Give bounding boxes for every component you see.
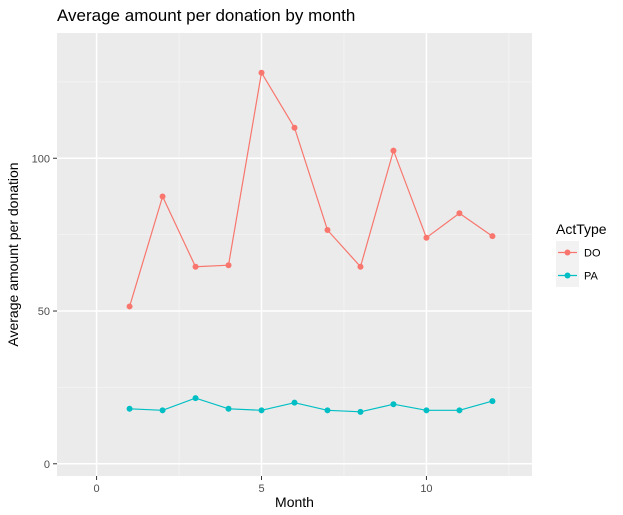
data-point-do — [390, 147, 397, 154]
data-point-do — [225, 262, 232, 269]
data-point-pa — [324, 407, 331, 414]
series-line-pa — [129, 397, 493, 413]
x-tick-label: 0 — [94, 483, 100, 495]
data-point-pa — [357, 408, 364, 415]
legend-items: DO PA — [556, 241, 601, 287]
data-point-pa — [456, 407, 463, 414]
legend-point-do — [564, 249, 571, 256]
data-point-do — [291, 124, 298, 131]
x-axis: 0 5 10 — [94, 476, 433, 495]
legend: ActType DO PA — [556, 221, 607, 287]
y-tick-label: 100 — [32, 153, 50, 165]
data-point-pa — [291, 399, 298, 406]
data-point-pa — [225, 405, 232, 412]
x-axis-title: Month — [275, 494, 314, 510]
data-point-pa — [390, 401, 397, 408]
legend-label-pa: PA — [584, 271, 599, 283]
legend-title: ActType — [556, 221, 607, 237]
x-tick-label: 10 — [420, 483, 432, 495]
data-point-do — [489, 233, 496, 240]
legend-label-do: DO — [584, 248, 601, 260]
legend-point-pa — [564, 272, 571, 279]
data-point-do — [192, 263, 199, 270]
y-tick-label: 0 — [44, 459, 50, 471]
data-point-do — [324, 227, 331, 234]
y-axis-title: Average amount per donation — [5, 162, 21, 346]
data-point-pa — [423, 407, 430, 414]
data-point-pa — [489, 398, 496, 405]
data-point-do — [456, 210, 463, 217]
chart-title: Average amount per donation by month — [57, 6, 355, 25]
series-layer — [126, 69, 496, 415]
data-point-pa — [159, 407, 166, 414]
data-point-do — [357, 263, 364, 270]
series-line-do — [129, 71, 493, 307]
data-point-pa — [126, 405, 133, 412]
y-axis: 0 50 100 — [32, 153, 57, 471]
grid-minor — [57, 33, 532, 476]
data-point-pa — [192, 395, 199, 402]
x-tick-label: 5 — [258, 483, 264, 495]
data-point-pa — [258, 407, 265, 414]
data-point-do — [126, 303, 133, 310]
data-point-do — [159, 193, 166, 200]
data-point-do — [423, 234, 430, 241]
y-tick-label: 50 — [38, 306, 50, 318]
grid-major — [57, 33, 532, 476]
data-point-do — [258, 69, 265, 76]
